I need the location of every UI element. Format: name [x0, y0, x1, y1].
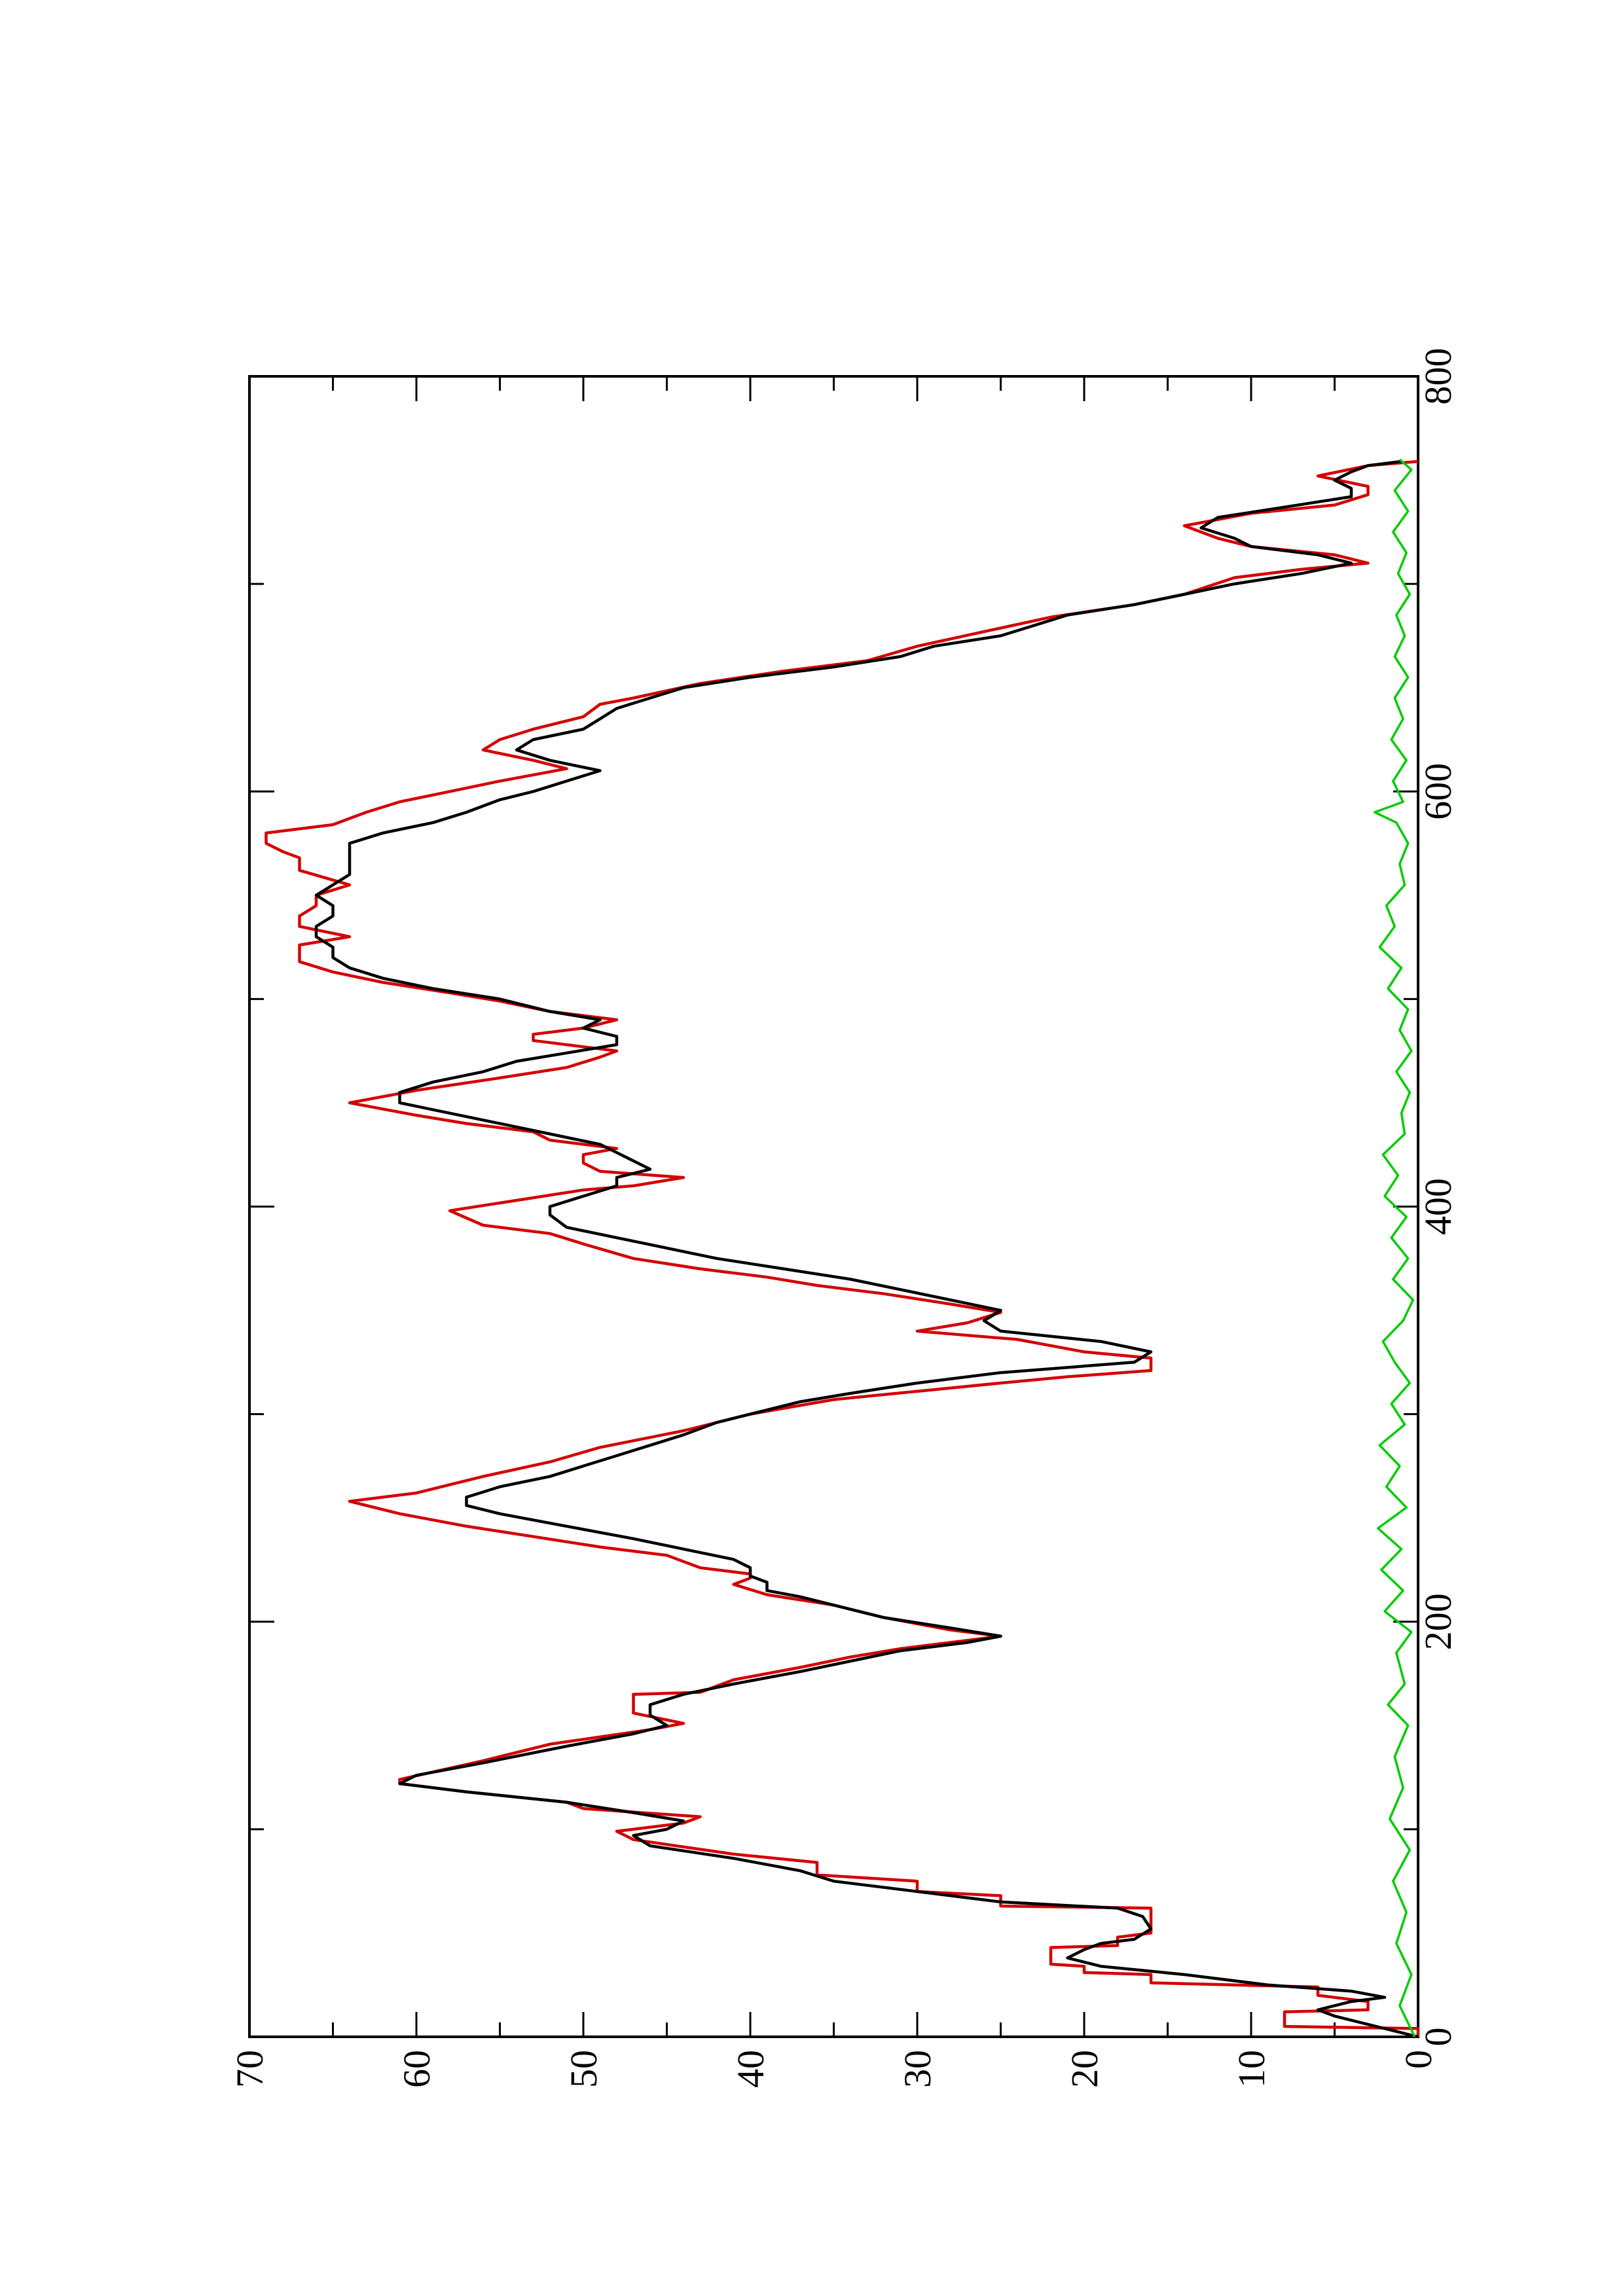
y-tick-label: 20 — [1063, 2050, 1106, 2088]
y-tick-label: 30 — [896, 2050, 939, 2088]
x-tick-label: 200 — [1417, 1593, 1459, 1650]
y-tick-label: 70 — [228, 2050, 271, 2088]
y-tick-label: 0 — [1397, 2050, 1440, 2069]
x-tick-label: 600 — [1417, 763, 1459, 820]
x-tick-label: 800 — [1417, 348, 1459, 405]
series-line-3 — [1373, 458, 1416, 2037]
tick-labels: 0 200 400 600 800 0 10 20 30 40 50 60 70 — [228, 348, 1459, 2089]
y-tick-label: 50 — [562, 2050, 605, 2088]
series-line-1 — [264, 459, 1420, 2037]
series-line-2 — [314, 459, 1419, 2039]
x-tick-label: 0 — [1417, 2028, 1459, 2047]
y-tick-label: 60 — [395, 2050, 438, 2088]
y-tick-label: 10 — [1230, 2050, 1273, 2088]
x-tick-label: 400 — [1417, 1178, 1459, 1235]
y-tick-label: 40 — [729, 2050, 772, 2088]
axis-ticks — [248, 375, 1419, 2038]
series-layer — [264, 458, 1420, 2039]
